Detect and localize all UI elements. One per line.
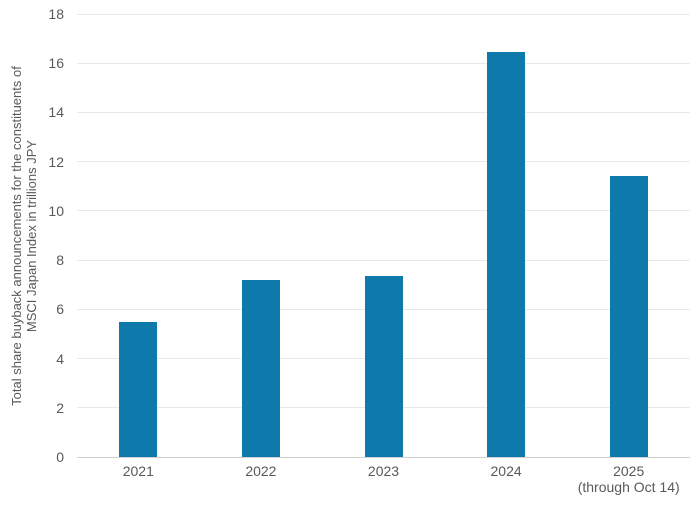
y-tick-label-6: 6 xyxy=(56,301,64,318)
x-tick-year: 2022 xyxy=(245,463,277,479)
x-axis-tick-labels: 2021 2022 2023 2024 2025 (through Oct 14) xyxy=(77,463,690,499)
bar-2023 xyxy=(364,276,403,457)
plot-area xyxy=(77,13,690,458)
gridline-16 xyxy=(77,62,690,64)
y-tick-label-18: 18 xyxy=(48,6,64,22)
x-tick-note: (through Oct 14) xyxy=(577,479,680,495)
y-tick-label-0: 0 xyxy=(56,449,64,465)
gridline-12 xyxy=(77,161,690,163)
gridline-14 xyxy=(77,111,690,113)
y-tick-label-4: 4 xyxy=(56,350,64,367)
x-axis-line xyxy=(77,456,690,458)
bar-2024 xyxy=(487,52,526,457)
y-tick-label-12: 12 xyxy=(48,153,64,170)
bar-2022 xyxy=(241,279,280,457)
y-tick-label-10: 10 xyxy=(48,202,64,219)
gridline-10 xyxy=(77,210,690,212)
bar-2025 xyxy=(609,176,648,457)
y-axis-tick-labels: 0 2 4 6 8 10 12 14 16 18 xyxy=(0,7,64,464)
y-tick-label-16: 16 xyxy=(48,55,64,72)
x-tick-year: 2021 xyxy=(122,463,154,479)
x-tick-label-2023: 2023 xyxy=(368,463,399,479)
gridline-18 xyxy=(77,13,690,15)
x-tick-year: 2025 xyxy=(613,463,645,479)
y-tick-label-8: 8 xyxy=(56,252,64,269)
x-tick-label-2021: 2021 xyxy=(123,463,154,479)
x-tick-label-2024: 2024 xyxy=(491,463,522,479)
x-tick-label-2025: 2025 (through Oct 14) xyxy=(578,463,680,495)
x-tick-year: 2024 xyxy=(490,463,522,479)
x-tick-year: 2023 xyxy=(367,463,400,479)
y-tick-label-14: 14 xyxy=(48,104,64,121)
x-tick-label-2022: 2022 xyxy=(245,463,276,479)
bar-2021 xyxy=(119,321,158,457)
gridline-8 xyxy=(77,259,690,261)
y-tick-label-2: 2 xyxy=(56,399,64,416)
